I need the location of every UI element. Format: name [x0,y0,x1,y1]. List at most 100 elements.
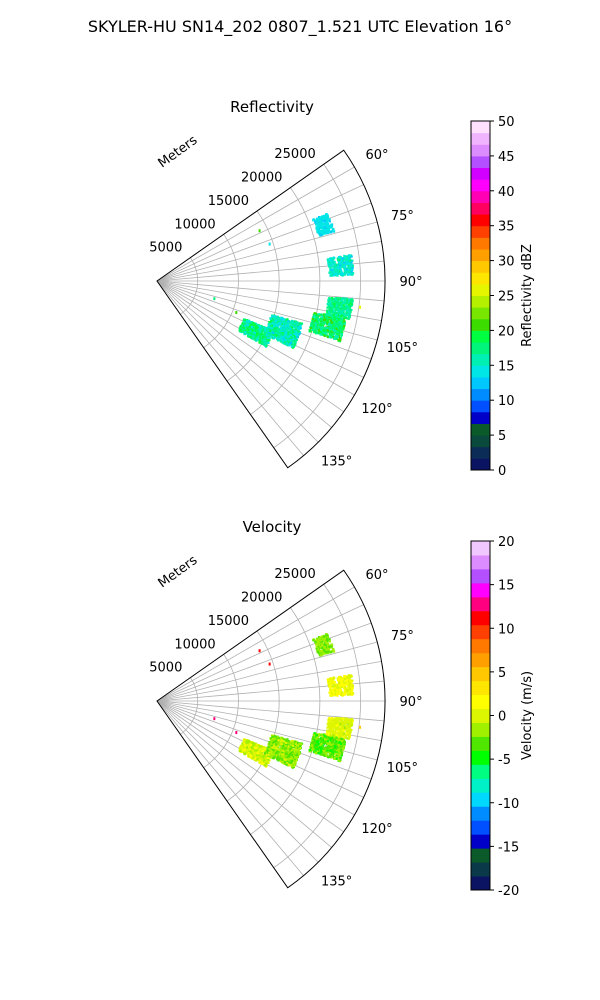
data-cell [298,323,301,326]
colorbar-swatch [471,388,490,401]
data-cell [315,320,319,323]
data-cell [268,331,271,334]
data-cell [277,759,280,762]
data-cell [335,304,338,307]
data-cell [321,230,324,233]
data-cell [318,324,321,327]
data-cell [335,742,338,745]
data-cell [341,726,344,729]
data-cell [343,320,346,323]
data-cell [344,263,347,266]
data-cell [351,259,354,262]
data-cell [273,756,276,760]
data-cell [309,329,312,332]
data-cell [269,332,272,335]
data-cell [341,743,344,747]
data-cell [261,342,264,345]
data-cell [246,323,249,326]
data-cell [339,307,342,310]
data-cell [333,269,336,272]
data-cell [318,325,321,329]
colorbar-swatch [471,423,490,436]
data-cell [286,756,289,759]
colorbar-swatch [471,435,490,448]
data-cell [239,745,242,748]
data-cell [342,730,345,733]
data-cell [315,326,319,329]
data-cell [239,325,242,328]
data-cell [288,325,291,328]
azimuth-gridline [156,280,385,302]
data-cell [318,323,322,326]
data-cell [332,329,335,332]
data-cell [332,730,335,733]
radial-tick-label: 15000 [208,194,249,209]
data-cell [333,753,336,756]
data-cell [317,313,320,316]
data-cell [326,218,329,221]
data-cell [263,754,266,757]
data-cell [335,322,338,325]
colorbar-swatch [471,353,490,366]
data-cell [343,254,346,258]
data-cell [287,320,290,323]
azimuth-gridline [156,604,364,702]
data-cell [271,736,275,740]
azimuth-gridline [156,202,372,282]
data-cell [275,754,278,758]
data-cell [338,757,341,760]
colorbar-swatch [471,225,490,238]
data-cell [291,319,294,322]
data-cell [340,259,343,262]
data-cell [256,746,259,749]
data-cell [253,744,256,747]
data-cell [287,335,290,338]
data-cell [252,751,255,754]
data-cell [342,310,345,313]
polar-frame [156,149,386,469]
data-cell [316,736,319,739]
data-cell [346,725,349,728]
radial-tick-label: 5000 [149,241,182,256]
data-cell [331,308,334,311]
data-cell [317,329,321,332]
data-cell [325,737,328,740]
colorbar-swatch [471,295,490,308]
data-cell [337,297,340,300]
colorbar-tick-label: 10 [498,394,515,409]
data-cell [332,228,335,231]
data-cell [290,328,293,331]
data-cell [289,324,293,328]
data-cell [289,753,292,756]
colorbar-swatch [471,179,490,192]
data-cell [267,754,270,757]
data-cell [282,333,285,336]
data-cell [281,328,284,331]
data-cell [262,325,265,329]
data-cell [340,269,343,272]
data-cell [269,752,272,755]
data-cell [277,755,280,758]
data-cell [331,258,334,261]
data-cell [282,322,285,325]
data-cell [332,744,335,747]
azimuth-gridline [156,586,355,702]
data-cell [340,721,343,724]
data-cell [330,741,334,744]
data-cell [239,329,242,333]
data-cell [325,743,328,746]
data-cell [337,751,340,754]
radial-axis-label: Meters [156,133,201,171]
data-cell [324,752,327,755]
data-cell [281,759,285,762]
data-cell [331,728,334,731]
data-cell [327,260,330,263]
data-cell [265,762,268,765]
data-cell [273,740,276,743]
data-cell [335,734,338,737]
data-cell [329,324,332,327]
data-cell [335,332,338,335]
data-cell [343,744,346,747]
data-cell [340,333,343,336]
data-cell [287,763,290,766]
